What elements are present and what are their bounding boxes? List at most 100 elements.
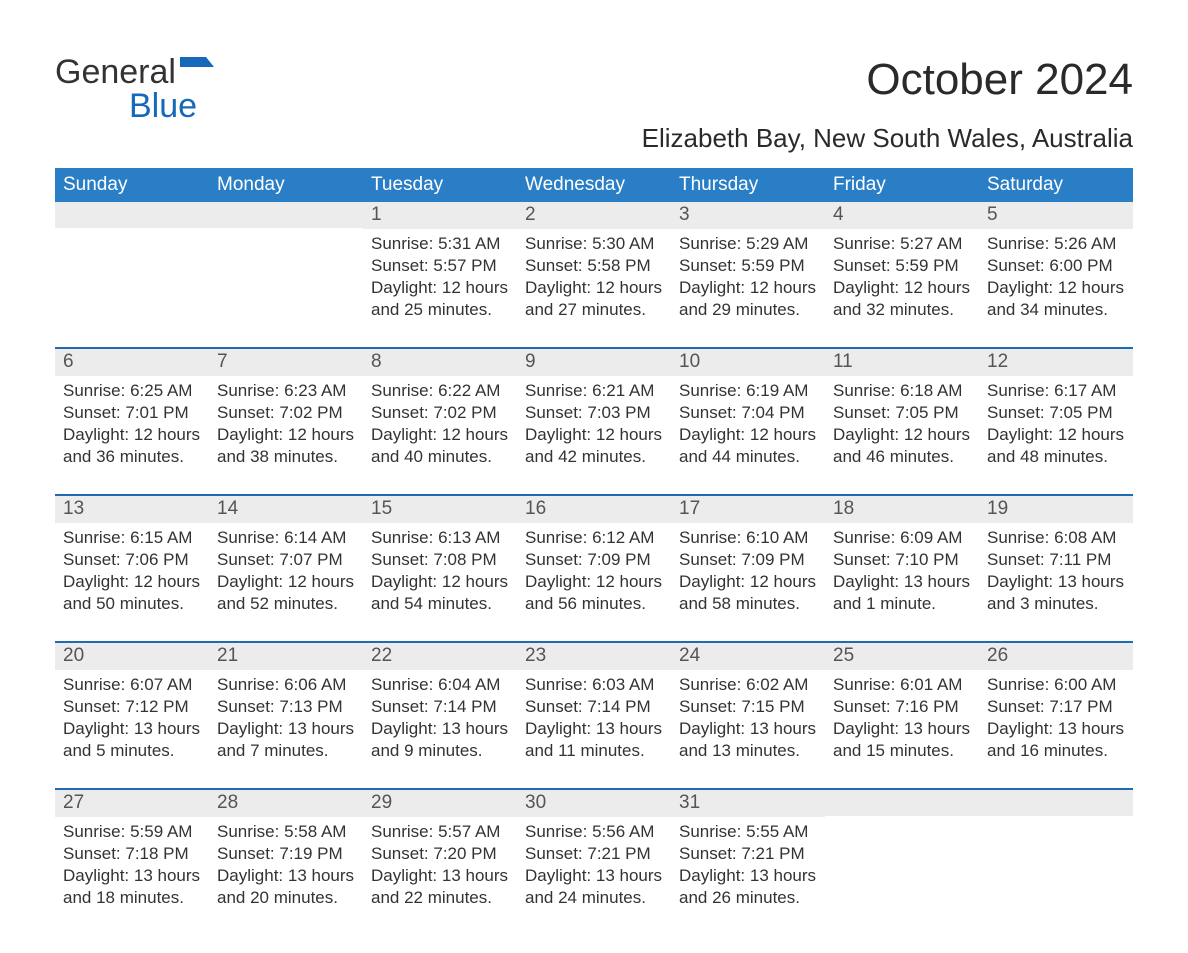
day-number: 9 (517, 349, 671, 376)
day-body: Sunrise: 5:56 AMSunset: 7:21 PMDaylight:… (517, 817, 671, 913)
sunrise-text: Sunrise: 6:10 AM (679, 527, 817, 549)
day-cell: 13Sunrise: 6:15 AMSunset: 7:06 PMDayligh… (55, 496, 209, 619)
dl2-text: and 52 minutes. (217, 593, 355, 615)
day-body: Sunrise: 6:12 AMSunset: 7:09 PMDaylight:… (517, 523, 671, 619)
sunrise-text: Sunrise: 6:13 AM (371, 527, 509, 549)
day-number: 5 (979, 202, 1133, 229)
sunset-text: Sunset: 7:09 PM (525, 549, 663, 571)
sunrise-text: Sunrise: 6:04 AM (371, 674, 509, 696)
sunrise-text: Sunrise: 5:56 AM (525, 821, 663, 843)
week-row: 13Sunrise: 6:15 AMSunset: 7:06 PMDayligh… (55, 494, 1133, 619)
dl1-text: Daylight: 13 hours (987, 571, 1125, 593)
day-body: Sunrise: 6:08 AMSunset: 7:11 PMDaylight:… (979, 523, 1133, 619)
day-cell: 20Sunrise: 6:07 AMSunset: 7:12 PMDayligh… (55, 643, 209, 766)
day-body: Sunrise: 5:58 AMSunset: 7:19 PMDaylight:… (209, 817, 363, 913)
day-cell: 6Sunrise: 6:25 AMSunset: 7:01 PMDaylight… (55, 349, 209, 472)
dl1-text: Daylight: 13 hours (217, 718, 355, 740)
dl2-text: and 42 minutes. (525, 446, 663, 468)
day-cell: 27Sunrise: 5:59 AMSunset: 7:18 PMDayligh… (55, 790, 209, 913)
location: Elizabeth Bay, New South Wales, Australi… (642, 123, 1133, 154)
weekday-tuesday: Tuesday (363, 168, 517, 202)
brand-part1: General (55, 53, 176, 91)
day-number: 16 (517, 496, 671, 523)
weekday-friday: Friday (825, 168, 979, 202)
day-number: 6 (55, 349, 209, 376)
dl2-text: and 20 minutes. (217, 887, 355, 909)
day-body: Sunrise: 6:03 AMSunset: 7:14 PMDaylight:… (517, 670, 671, 766)
dl1-text: Daylight: 12 hours (679, 571, 817, 593)
day-body: Sunrise: 6:22 AMSunset: 7:02 PMDaylight:… (363, 376, 517, 472)
sunrise-text: Sunrise: 5:27 AM (833, 233, 971, 255)
dl1-text: Daylight: 13 hours (679, 718, 817, 740)
day-cell: 24Sunrise: 6:02 AMSunset: 7:15 PMDayligh… (671, 643, 825, 766)
dl1-text: Daylight: 13 hours (371, 865, 509, 887)
dl2-text: and 26 minutes. (679, 887, 817, 909)
sunset-text: Sunset: 7:18 PM (63, 843, 201, 865)
sunrise-text: Sunrise: 6:19 AM (679, 380, 817, 402)
dl2-text: and 7 minutes. (217, 740, 355, 762)
day-body: Sunrise: 6:01 AMSunset: 7:16 PMDaylight:… (825, 670, 979, 766)
week-row: 1Sunrise: 5:31 AMSunset: 5:57 PMDaylight… (55, 202, 1133, 325)
day-body: Sunrise: 6:18 AMSunset: 7:05 PMDaylight:… (825, 376, 979, 472)
day-cell: 18Sunrise: 6:09 AMSunset: 7:10 PMDayligh… (825, 496, 979, 619)
sunrise-text: Sunrise: 5:31 AM (371, 233, 509, 255)
dl2-text: and 22 minutes. (371, 887, 509, 909)
sunrise-text: Sunrise: 5:29 AM (679, 233, 817, 255)
sunset-text: Sunset: 7:11 PM (987, 549, 1125, 571)
sunset-text: Sunset: 5:57 PM (371, 255, 509, 277)
sunset-text: Sunset: 7:08 PM (371, 549, 509, 571)
calendar-page: General Blue October 2024 Elizabeth Bay,… (0, 0, 1188, 953)
dl2-text: and 5 minutes. (63, 740, 201, 762)
day-number: 10 (671, 349, 825, 376)
sunset-text: Sunset: 7:15 PM (679, 696, 817, 718)
dl2-text: and 11 minutes. (525, 740, 663, 762)
sunrise-text: Sunrise: 5:26 AM (987, 233, 1125, 255)
dl1-text: Daylight: 12 hours (679, 277, 817, 299)
day-cell: 9Sunrise: 6:21 AMSunset: 7:03 PMDaylight… (517, 349, 671, 472)
day-body: Sunrise: 6:10 AMSunset: 7:09 PMDaylight:… (671, 523, 825, 619)
dl1-text: Daylight: 13 hours (525, 718, 663, 740)
dl2-text: and 16 minutes. (987, 740, 1125, 762)
day-number: 15 (363, 496, 517, 523)
day-cell: 11Sunrise: 6:18 AMSunset: 7:05 PMDayligh… (825, 349, 979, 472)
title-block: October 2024 Elizabeth Bay, New South Wa… (642, 55, 1133, 154)
day-cell: 5Sunrise: 5:26 AMSunset: 6:00 PMDaylight… (979, 202, 1133, 325)
dl1-text: Daylight: 13 hours (679, 865, 817, 887)
weekday-monday: Monday (209, 168, 363, 202)
sunset-text: Sunset: 7:21 PM (679, 843, 817, 865)
dl1-text: Daylight: 13 hours (987, 718, 1125, 740)
day-body (55, 228, 209, 324)
dl2-text: and 58 minutes. (679, 593, 817, 615)
sunrise-text: Sunrise: 6:25 AM (63, 380, 201, 402)
dl2-text: and 40 minutes. (371, 446, 509, 468)
day-body: Sunrise: 6:25 AMSunset: 7:01 PMDaylight:… (55, 376, 209, 472)
dl2-text: and 27 minutes. (525, 299, 663, 321)
dl1-text: Daylight: 12 hours (833, 277, 971, 299)
sunrise-text: Sunrise: 6:14 AM (217, 527, 355, 549)
dl1-text: Daylight: 12 hours (987, 277, 1125, 299)
day-number: 13 (55, 496, 209, 523)
brand-part2: Blue (129, 87, 197, 125)
dl2-text: and 24 minutes. (525, 887, 663, 909)
day-body: Sunrise: 5:59 AMSunset: 7:18 PMDaylight:… (55, 817, 209, 913)
dl1-text: Daylight: 13 hours (833, 718, 971, 740)
flag-icon (180, 57, 214, 83)
sunrise-text: Sunrise: 6:23 AM (217, 380, 355, 402)
day-cell: 26Sunrise: 6:00 AMSunset: 7:17 PMDayligh… (979, 643, 1133, 766)
day-cell (825, 790, 979, 913)
day-body (209, 228, 363, 324)
sunset-text: Sunset: 7:21 PM (525, 843, 663, 865)
day-cell: 29Sunrise: 5:57 AMSunset: 7:20 PMDayligh… (363, 790, 517, 913)
day-cell: 31Sunrise: 5:55 AMSunset: 7:21 PMDayligh… (671, 790, 825, 913)
day-body: Sunrise: 6:00 AMSunset: 7:17 PMDaylight:… (979, 670, 1133, 766)
day-number: 27 (55, 790, 209, 817)
dl2-text: and 46 minutes. (833, 446, 971, 468)
dl1-text: Daylight: 12 hours (987, 424, 1125, 446)
sunset-text: Sunset: 7:13 PM (217, 696, 355, 718)
day-cell: 16Sunrise: 6:12 AMSunset: 7:09 PMDayligh… (517, 496, 671, 619)
day-body: Sunrise: 5:57 AMSunset: 7:20 PMDaylight:… (363, 817, 517, 913)
day-number: 31 (671, 790, 825, 817)
day-body: Sunrise: 6:21 AMSunset: 7:03 PMDaylight:… (517, 376, 671, 472)
day-body: Sunrise: 6:17 AMSunset: 7:05 PMDaylight:… (979, 376, 1133, 472)
dl2-text: and 50 minutes. (63, 593, 201, 615)
